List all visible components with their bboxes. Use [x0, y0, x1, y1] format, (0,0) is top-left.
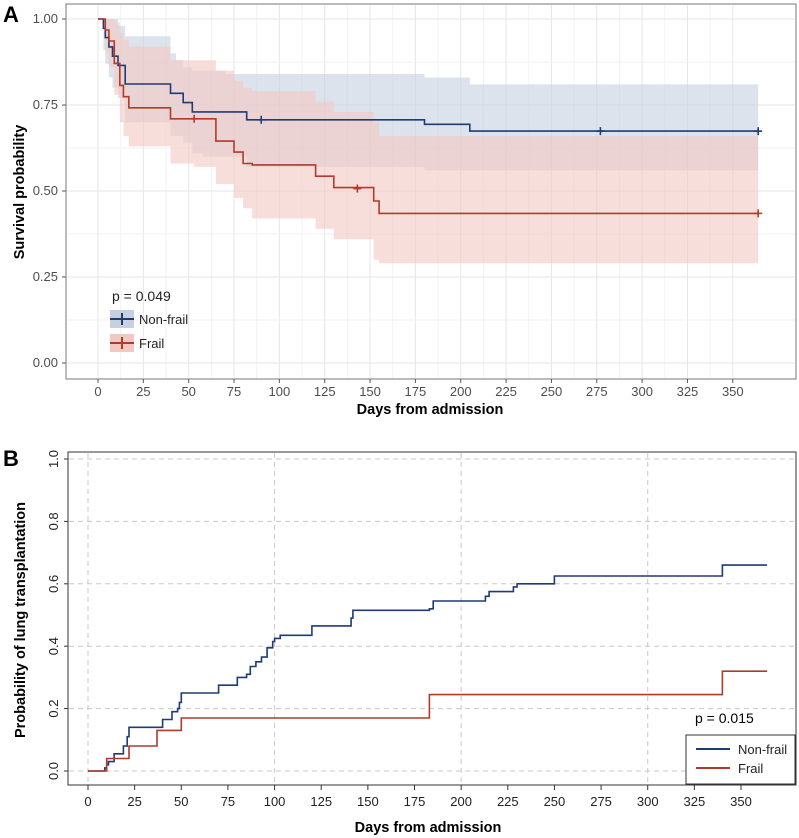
- x-axis-title-b: Days from admission: [355, 820, 502, 836]
- plot-b-border: [67, 451, 797, 786]
- censor-mark-frail: [754, 209, 763, 218]
- legend-b-box: [685, 734, 796, 785]
- y-tick-label-a: 1.00: [33, 11, 58, 26]
- x-tick-label-b: 75: [221, 794, 235, 809]
- censor-mark-frail: [353, 184, 362, 193]
- legend-b-frail-label: Frail: [738, 761, 763, 776]
- x-tick-label-b: 300: [637, 794, 659, 809]
- x-tick-label-a: 25: [136, 384, 150, 399]
- x-tick-label-a: 50: [181, 384, 195, 399]
- x-tick-label-a: 75: [227, 384, 241, 399]
- y-tick-label-a: 0.25: [33, 269, 58, 284]
- panel-a-letter: A: [3, 2, 19, 27]
- censor-mark-non-frail: [257, 115, 266, 124]
- legend-a-frail-label: Frail: [139, 336, 164, 351]
- x-tick-label-b: 175: [404, 794, 426, 809]
- x-tick-label-a: 100: [269, 384, 291, 399]
- x-axis-title-a: Days from admission: [357, 402, 504, 418]
- y-axis-title-a: Survival probability: [12, 125, 28, 260]
- x-tick-label-a: 225: [495, 384, 517, 399]
- x-tick-label-b: 125: [310, 794, 332, 809]
- y-tick-label-b: 0.8: [46, 512, 61, 530]
- y-tick-label-a: 0.75: [33, 97, 58, 112]
- x-tick-label-b: 100: [264, 794, 286, 809]
- x-tick-label-a: 125: [314, 384, 336, 399]
- legend-a: Non-frail Frail: [110, 310, 188, 352]
- censor-mark-non-frail: [596, 127, 605, 136]
- y-tick-label-b: 0.6: [46, 575, 61, 593]
- y-tick-label-b: 0.0: [46, 762, 61, 780]
- y-tick-label-a: 0.50: [33, 183, 58, 198]
- x-tick-label-b: 275: [590, 794, 612, 809]
- p-value-a: p = 0.049: [112, 288, 171, 304]
- x-tick-label-b: 25: [127, 794, 141, 809]
- x-tick-label-b: 250: [544, 794, 566, 809]
- censor-mark-frail: [190, 114, 199, 123]
- incidence-line-non-frail: [88, 564, 768, 772]
- x-tick-label-b: 200: [450, 794, 472, 809]
- x-tick-label-b: 225: [497, 794, 519, 809]
- x-tick-label-a: 350: [722, 384, 744, 399]
- ci-band-frail: [98, 19, 759, 264]
- x-tick-label-a: 325: [677, 384, 699, 399]
- x-tick-label-b: 350: [730, 794, 752, 809]
- censor-mark-non-frail: [754, 127, 763, 136]
- x-tick-label-b: 325: [684, 794, 706, 809]
- legend-a-nonfrail-label: Non-frail: [139, 312, 188, 327]
- legend-b-nonfrail-label: Non-frail: [738, 742, 787, 757]
- y-tick-label-b: 0.4: [46, 637, 61, 655]
- x-tick-label-b: 50: [174, 794, 188, 809]
- p-value-b: p = 0.015: [695, 710, 754, 726]
- panel-b-letter: B: [3, 446, 19, 471]
- x-tick-label-a: 200: [450, 384, 472, 399]
- survival-line-frail: [98, 18, 759, 215]
- x-tick-label-a: 300: [631, 384, 653, 399]
- x-tick-label-a: 150: [359, 384, 381, 399]
- x-tick-label-a: 175: [405, 384, 427, 399]
- x-tick-label-a: 0: [94, 384, 101, 399]
- x-tick-label-b: 0: [84, 794, 91, 809]
- x-tick-label-b: 150: [357, 794, 379, 809]
- legend-b: Non-frail Frail: [685, 734, 796, 785]
- survival-chart: 0.00 0.25 0.50 0.75 1.00 0 25 50 75 100 125 150 175…: [12, 3, 797, 418]
- incidence-line-frail: [88, 670, 768, 772]
- y-axis-title-b: Probability of lung transplantation: [13, 502, 29, 738]
- y-tick-label-b: 1.0: [46, 450, 61, 468]
- x-tick-label-a: 275: [586, 384, 608, 399]
- y-tick-label-a: 0.00: [33, 355, 58, 370]
- transplant-chart: 0.0 0.2 0.4 0.6 0.8 1.0 0 25 50 75 100 125 150 175 20…: [13, 450, 797, 836]
- x-tick-label-a: 250: [541, 384, 563, 399]
- y-tick-label-b: 0.2: [46, 700, 61, 718]
